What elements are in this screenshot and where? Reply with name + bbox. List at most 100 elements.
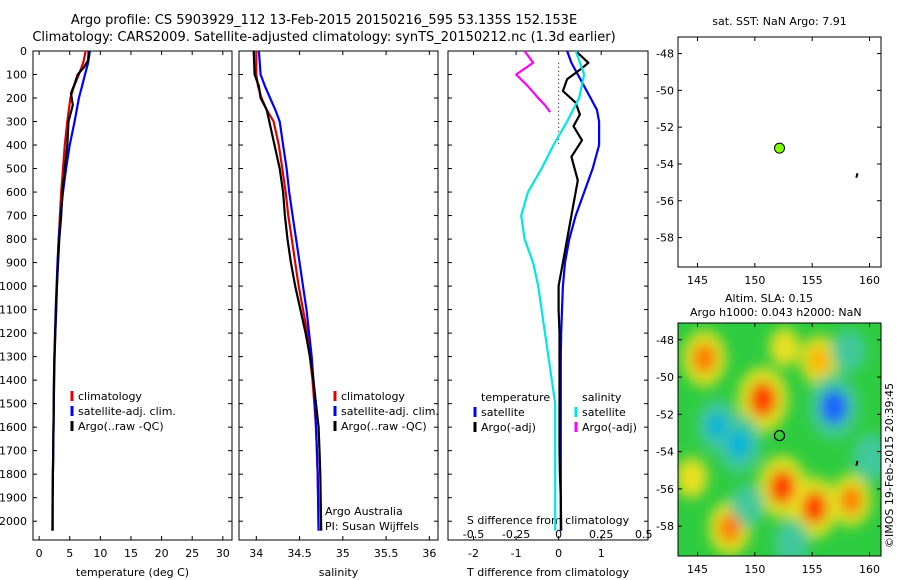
title-line-1: Argo profile: CS 5903929_112 13-Feb-2015… [70, 13, 578, 28]
sla-map-subtitle: Argo h1000: 0.043 h2000: NaN [690, 306, 862, 319]
figure-title: Argo profile: CS 5903929_112 13-Feb-2015… [0, 12, 648, 46]
salinity-panel-frame [238, 50, 439, 541]
depth-tick-label: 0 [20, 45, 27, 58]
sla-anomaly-core [809, 347, 830, 374]
s-tick-label: 0 [555, 528, 562, 541]
x-axis-label: salinity [319, 566, 359, 579]
s-tick-label: 0.5 [635, 528, 653, 541]
s-tick-label: 0.25 [589, 528, 614, 541]
temperature-panel-frame [32, 50, 233, 541]
series-line-climatology [255, 51, 320, 531]
sla-map-title: Altim. SLA: 0.15 [725, 292, 813, 305]
series-line-diff-2 [520, 50, 586, 531]
sla-anomaly-core [706, 412, 728, 440]
sla-anomaly-core [861, 444, 881, 470]
argo-position-ring [773, 429, 786, 442]
map-lon-label: 155 [802, 563, 823, 576]
depth-tick-label: 1600 [0, 421, 27, 434]
sla-anomaly-core [718, 513, 741, 543]
s-tick-label: -0.25 [502, 528, 530, 541]
series-line-diff-1 [557, 50, 590, 531]
title-line-2: Climatology: CARS2009. Satellite-adjuste… [32, 30, 616, 45]
depth-tick-label: 1700 [0, 445, 27, 458]
sla-anomaly-core [782, 531, 801, 555]
map-lat-label: -56 [656, 483, 674, 496]
x-tick-label: 5 [66, 547, 73, 560]
legend-entry: climatology [341, 390, 405, 403]
map-lat-label: -48 [656, 334, 674, 347]
series-line-argo-raw-qc- [51, 50, 90, 531]
x-tick-label: 15 [124, 547, 138, 560]
pi-annotation: PI: Susan Wijffels [325, 520, 419, 533]
map-lat-label: -50 [656, 84, 674, 97]
sla-anomaly-core [727, 428, 751, 460]
map-lat-label: -54 [656, 158, 674, 171]
map-lon-label: 160 [859, 274, 880, 287]
sla-anomaly-core [769, 470, 796, 504]
map-lon-label: 145 [687, 563, 708, 576]
x-tick-label: 0 [555, 547, 562, 560]
depth-tick-label: 1000 [0, 280, 27, 293]
float-track [855, 460, 859, 466]
x-tick-label: 30 [216, 547, 230, 560]
legend-entry: Argo(-adj) [582, 421, 637, 434]
x-tick-label: 10 [93, 547, 107, 560]
map-lon-label: 150 [744, 563, 765, 576]
map-lat-label: -48 [656, 48, 674, 61]
x-tick-label: -2 [468, 547, 479, 560]
legend-entry: satellite-adj. clim. [78, 405, 176, 418]
map-lat-label: -58 [656, 520, 674, 533]
sla-field [678, 323, 881, 556]
x-tick-label: 36 [422, 547, 436, 560]
x-tick-label: 0 [36, 547, 43, 560]
series-line-argo-raw-qc- [252, 50, 323, 531]
depth-tick-label: 800 [6, 233, 27, 246]
x-tick-label: 25 [185, 547, 199, 560]
map-lat-label: -56 [656, 195, 674, 208]
map-lat-label: -58 [656, 232, 674, 245]
depth-tick-label: 600 [6, 186, 27, 199]
map-lon-label: 145 [687, 274, 708, 287]
sla-anomaly-core [820, 389, 848, 424]
x-tick-label: -1 [511, 547, 522, 560]
legend-header-temperature: temperature [481, 391, 550, 404]
map-lon-label: 155 [802, 274, 823, 287]
t-axis-label: T difference from climatology [466, 566, 629, 579]
map-lat-label: -54 [656, 446, 674, 459]
sla-anomaly-core [840, 486, 862, 514]
x-axis-label: temperature (deg C) [76, 566, 189, 579]
depth-tick-label: 1100 [0, 304, 27, 317]
float-track [855, 172, 859, 179]
sla-anomaly-core [840, 339, 858, 363]
depth-tick-label: 1200 [0, 327, 27, 340]
legend-entry: satellite [582, 406, 626, 419]
series-line-diff-3 [515, 50, 551, 113]
legend-entry: satellite [481, 406, 525, 419]
x-tick-label: 34.5 [287, 547, 312, 560]
copyright-label: ©IMOS 19-Feb-2015 20:39:45 [883, 383, 896, 548]
map-lon-label: 150 [744, 274, 765, 287]
depth-tick-label: 1800 [0, 468, 27, 481]
s-axis-label: S difference from climatology [467, 514, 630, 527]
map-lon-label: 160 [859, 563, 880, 576]
depth-tick-label: 900 [6, 257, 27, 270]
legend-entry: Argo(..raw -QC) [341, 420, 427, 433]
sla-anomaly-core [738, 494, 756, 517]
depth-tick-label: 1300 [0, 351, 27, 364]
legend-entry: satellite-adj. clim. [341, 405, 439, 418]
sla-anomaly-core [776, 337, 793, 358]
sst-map-frame [677, 36, 882, 268]
sla-anomaly-core [693, 343, 716, 374]
depth-tick-label: 400 [6, 139, 27, 152]
depth-tick-label: 100 [6, 69, 27, 82]
institution-annotation: Argo Australia [325, 505, 403, 518]
map-lat-label: -52 [656, 121, 674, 134]
sla-map-frame [677, 322, 882, 557]
depth-tick-label: 300 [6, 116, 27, 129]
legend-entry: Argo(..raw -QC) [78, 420, 164, 433]
sla-anomaly-core [683, 467, 700, 489]
legend-entry: Argo(-adj) [481, 421, 536, 434]
x-tick-label: 1 [598, 547, 605, 560]
depth-tick-label: 200 [6, 92, 27, 105]
